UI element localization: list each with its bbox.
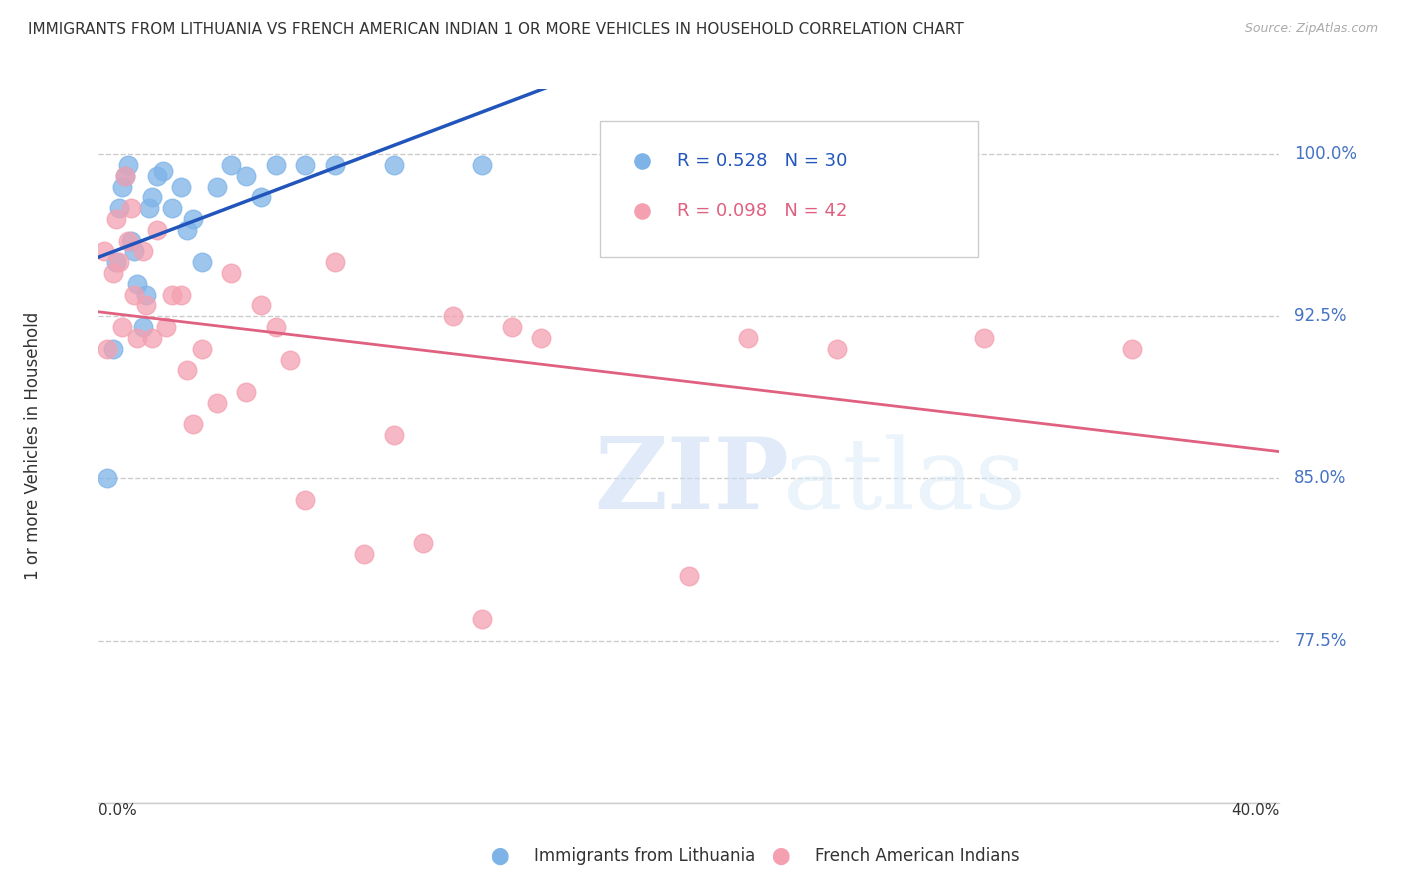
Point [125, 277, 148, 291]
Point [155, 320, 177, 334]
Point [138, 201, 160, 215]
Point [122, 287, 145, 301]
Point [191, 342, 214, 356]
Text: 92.5%: 92.5% [1294, 307, 1347, 326]
Text: 100.0%: 100.0% [1294, 145, 1357, 163]
Point [219, 158, 243, 172]
Point [108, 201, 131, 215]
Text: ⬤: ⬤ [489, 847, 509, 865]
FancyBboxPatch shape [600, 121, 979, 257]
Point [205, 396, 228, 410]
Text: 77.5%: 77.5% [1294, 632, 1347, 649]
Point [176, 363, 198, 377]
Point [323, 158, 346, 172]
Point [219, 266, 243, 280]
Point [530, 331, 553, 345]
Text: French American Indians: French American Indians [815, 847, 1021, 865]
Point [141, 331, 163, 345]
Point [294, 493, 316, 508]
Point [1121, 342, 1143, 356]
Point [125, 331, 148, 345]
Point [162, 201, 183, 215]
Point [181, 417, 204, 432]
Point [152, 164, 174, 178]
Point [323, 255, 346, 269]
Point [170, 287, 193, 301]
Point [973, 331, 995, 345]
Point [181, 211, 204, 226]
Point [117, 234, 139, 248]
Point [114, 169, 136, 183]
Point [146, 169, 169, 183]
Point [132, 244, 155, 259]
Text: 85.0%: 85.0% [1294, 469, 1347, 487]
Point [250, 190, 273, 204]
Point [120, 234, 142, 248]
Point [191, 255, 214, 269]
Point [111, 179, 134, 194]
Text: ⬤: ⬤ [770, 847, 790, 865]
Point [412, 536, 434, 550]
Point [122, 244, 145, 259]
Text: ZIP: ZIP [595, 434, 789, 530]
Text: 0.0%: 0.0% [98, 803, 138, 818]
Text: R = 0.528   N = 30: R = 0.528 N = 30 [678, 152, 848, 169]
Text: 40.0%: 40.0% [1232, 803, 1279, 818]
Point [135, 298, 157, 312]
Point [471, 612, 494, 626]
Point [103, 342, 125, 356]
Point [170, 179, 193, 194]
Point [93, 244, 115, 259]
Point [294, 158, 316, 172]
Point [235, 384, 257, 399]
Point [441, 310, 464, 324]
Point [176, 223, 198, 237]
Point [162, 287, 183, 301]
Point [114, 169, 136, 183]
Point [141, 190, 163, 204]
Point [737, 331, 759, 345]
Point [146, 223, 169, 237]
Point [96, 471, 118, 485]
Point [250, 298, 273, 312]
Point [264, 320, 287, 334]
Text: R = 0.098   N = 42: R = 0.098 N = 42 [678, 202, 848, 219]
Point [619, 158, 641, 172]
Text: Immigrants from Lithuania: Immigrants from Lithuania [534, 847, 755, 865]
Point [501, 320, 523, 334]
Text: Source: ZipAtlas.com: Source: ZipAtlas.com [1244, 22, 1378, 36]
Point [96, 342, 118, 356]
Point [135, 287, 157, 301]
Point [105, 211, 128, 226]
Point [353, 547, 375, 561]
Point [105, 255, 128, 269]
Point [471, 158, 494, 172]
Point [108, 255, 131, 269]
Point [825, 342, 848, 356]
Point [103, 266, 125, 280]
Text: IMMIGRANTS FROM LITHUANIA VS FRENCH AMERICAN INDIAN 1 OR MORE VEHICLES IN HOUSEH: IMMIGRANTS FROM LITHUANIA VS FRENCH AMER… [28, 22, 965, 37]
Point [205, 179, 228, 194]
Point [278, 352, 302, 367]
Text: atlas: atlas [783, 434, 1026, 530]
Point [111, 320, 134, 334]
Text: 1 or more Vehicles in Household: 1 or more Vehicles in Household [24, 312, 42, 580]
Point [382, 428, 405, 442]
Point [264, 158, 287, 172]
Point [382, 158, 405, 172]
Point [117, 158, 139, 172]
Point [678, 568, 700, 582]
Point [132, 320, 155, 334]
Point [120, 201, 142, 215]
Point [235, 169, 257, 183]
